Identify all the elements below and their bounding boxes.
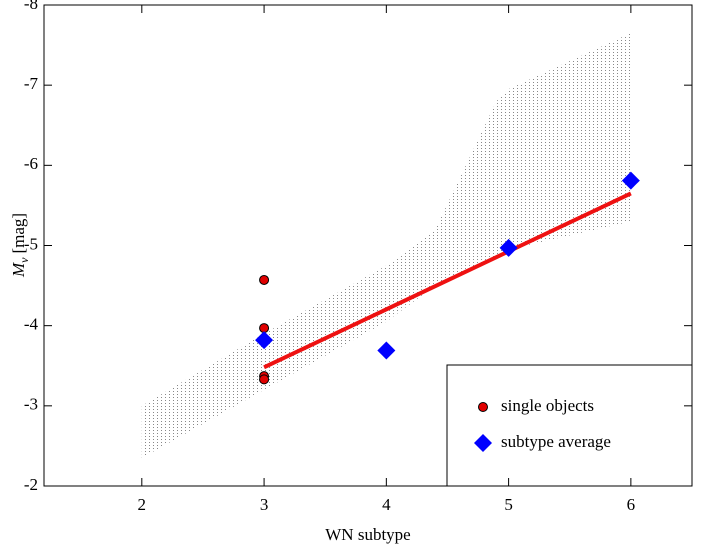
fit-line (263, 191, 632, 370)
legend-box (446, 364, 693, 487)
x-tick-label: 6 (627, 495, 636, 514)
legend-marker (474, 434, 492, 452)
y-tick-label: -6 (24, 154, 38, 173)
y-tick-label: -2 (24, 475, 38, 494)
legend-item: single objects (478, 396, 594, 415)
x-tick-label: 5 (504, 495, 513, 514)
point (499, 238, 518, 257)
legend-label: single objects (501, 396, 594, 415)
x-tick-label: 3 (260, 495, 269, 514)
legend-item: subtype average (474, 432, 611, 452)
plot-area (141, 33, 640, 458)
point (621, 171, 640, 190)
point (255, 331, 274, 350)
y-label-subscript: v (17, 257, 31, 263)
y-tick-label: -3 (24, 395, 38, 414)
y-label-unit: [mag] (9, 213, 28, 254)
y-tick-label: -5 (24, 234, 38, 253)
y-tick-label: -8 (24, 0, 38, 13)
x-tick-label: 4 (382, 495, 391, 514)
uncertainty-band (141, 33, 631, 458)
y-tick-label: -4 (24, 315, 39, 334)
x-tick-label: 2 (138, 495, 147, 514)
legend-label: subtype average (501, 432, 611, 451)
legend-marker (478, 402, 488, 412)
x-axis-label: WN subtype (325, 525, 410, 544)
y-axis-label: Mv [mag] (9, 213, 31, 278)
y-tick-label: -7 (24, 74, 39, 93)
y-label-symbol: M (9, 262, 28, 278)
point (377, 341, 396, 360)
point (259, 274, 270, 285)
point (259, 374, 270, 385)
